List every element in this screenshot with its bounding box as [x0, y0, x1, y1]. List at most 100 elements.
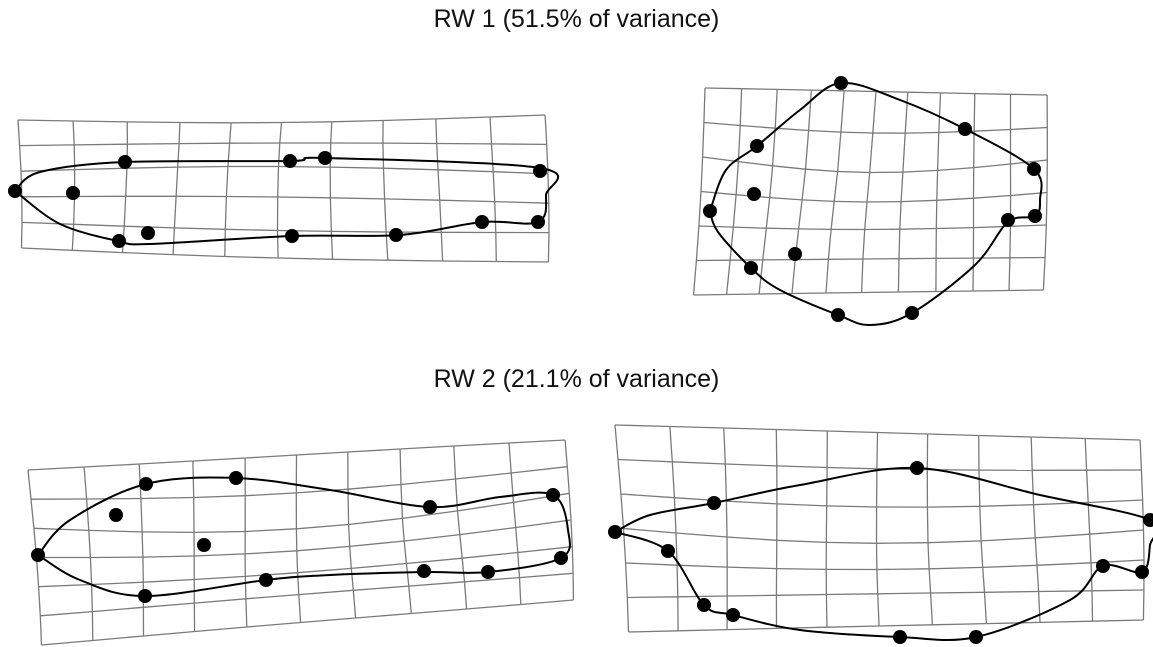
grid-line	[1091, 589, 1144, 592]
grid-line	[173, 196, 177, 228]
grid-line	[89, 557, 93, 585]
grid-line	[797, 199, 803, 229]
grid-line	[406, 557, 463, 565]
grid-line	[1091, 590, 1094, 622]
deformation-grid	[614, 424, 1145, 633]
grid-line	[462, 551, 518, 559]
grid-line	[986, 621, 1041, 625]
grid-line	[1039, 620, 1093, 624]
grid-line	[1141, 499, 1145, 531]
grid-line	[727, 627, 777, 631]
grid-line	[347, 483, 402, 490]
grid-line	[624, 562, 628, 598]
grid-line	[860, 258, 864, 293]
grid-line	[1142, 589, 1145, 621]
grid-line	[776, 567, 827, 571]
grid-line	[703, 87, 706, 123]
grid-line	[628, 630, 679, 633]
grid-line	[457, 501, 514, 512]
grid-line	[1031, 470, 1035, 505]
grid-line	[798, 228, 832, 231]
grid-line	[936, 170, 939, 201]
landmark-point	[744, 261, 758, 275]
landmark-point	[1028, 209, 1042, 223]
grid-line	[27, 469, 32, 500]
grid-line	[1010, 126, 1048, 131]
grid-line	[127, 121, 180, 124]
grid-line	[727, 566, 777, 570]
grid-line	[408, 581, 465, 587]
grid-line	[403, 540, 408, 564]
grid-line	[672, 461, 726, 465]
grid-line	[353, 585, 409, 591]
grid-line	[703, 121, 741, 127]
grid-line	[979, 506, 982, 541]
grid-line	[1034, 537, 1038, 566]
grid-line	[617, 458, 673, 463]
rw1-heading: RW 1 (51.5% of variance)	[433, 5, 720, 33]
grid-line	[517, 546, 573, 554]
grid-line	[724, 463, 728, 502]
landmark-point	[141, 226, 155, 240]
grid-line	[627, 596, 678, 599]
grid-line	[296, 545, 350, 552]
grid-line	[453, 445, 457, 480]
grid-line	[439, 199, 495, 203]
grid-line	[898, 229, 901, 259]
landmark-point	[788, 247, 802, 261]
grid-line	[72, 120, 75, 145]
grid-line	[83, 466, 88, 500]
grid-line	[140, 498, 143, 532]
grid-line	[350, 568, 354, 591]
grid-line	[669, 426, 673, 462]
grid-line	[771, 128, 776, 166]
grid-line	[932, 622, 987, 626]
grid-line	[774, 89, 778, 129]
grid-line	[84, 463, 140, 468]
grid-line	[30, 499, 35, 529]
grid-line	[1032, 504, 1036, 538]
landmark-point	[417, 564, 431, 578]
grid-line	[510, 472, 515, 503]
grid-line	[935, 200, 938, 229]
grid-line	[349, 546, 352, 569]
grid-line	[902, 169, 938, 173]
grid-line	[1085, 470, 1089, 503]
grid-line	[741, 88, 778, 91]
grid-line	[725, 501, 728, 538]
grid-line	[840, 90, 845, 133]
grid-line	[88, 530, 92, 558]
grid-line	[974, 128, 1011, 132]
grid-line	[436, 143, 439, 170]
grid-line	[227, 143, 231, 167]
grid-line	[74, 143, 128, 146]
grid-line	[437, 169, 494, 173]
grid-line	[194, 598, 246, 604]
grid-line	[614, 424, 619, 460]
grid-line	[927, 505, 980, 508]
grid-line	[1085, 437, 1141, 441]
grid-line	[1009, 226, 1012, 258]
grid-line	[73, 196, 76, 225]
grid-line	[245, 528, 297, 533]
grid-line	[726, 293, 760, 296]
grid-line	[700, 190, 737, 196]
grid-line	[515, 527, 519, 553]
grid-line	[178, 122, 181, 144]
grid-line	[704, 87, 742, 90]
grid-line	[876, 569, 879, 594]
landmark-point	[1135, 565, 1149, 579]
grid-line	[297, 567, 352, 574]
grid-line	[402, 510, 458, 520]
grid-line	[459, 526, 516, 536]
grid-line	[141, 531, 144, 558]
grid-line	[456, 510, 461, 535]
grid-line	[296, 488, 349, 494]
grid-line	[982, 564, 1038, 569]
landmark-point	[958, 122, 972, 136]
grid-line	[929, 592, 934, 625]
grid-line	[278, 257, 333, 260]
grid-line	[776, 465, 828, 469]
grid-line	[1140, 469, 1144, 501]
grid-line	[929, 566, 983, 570]
